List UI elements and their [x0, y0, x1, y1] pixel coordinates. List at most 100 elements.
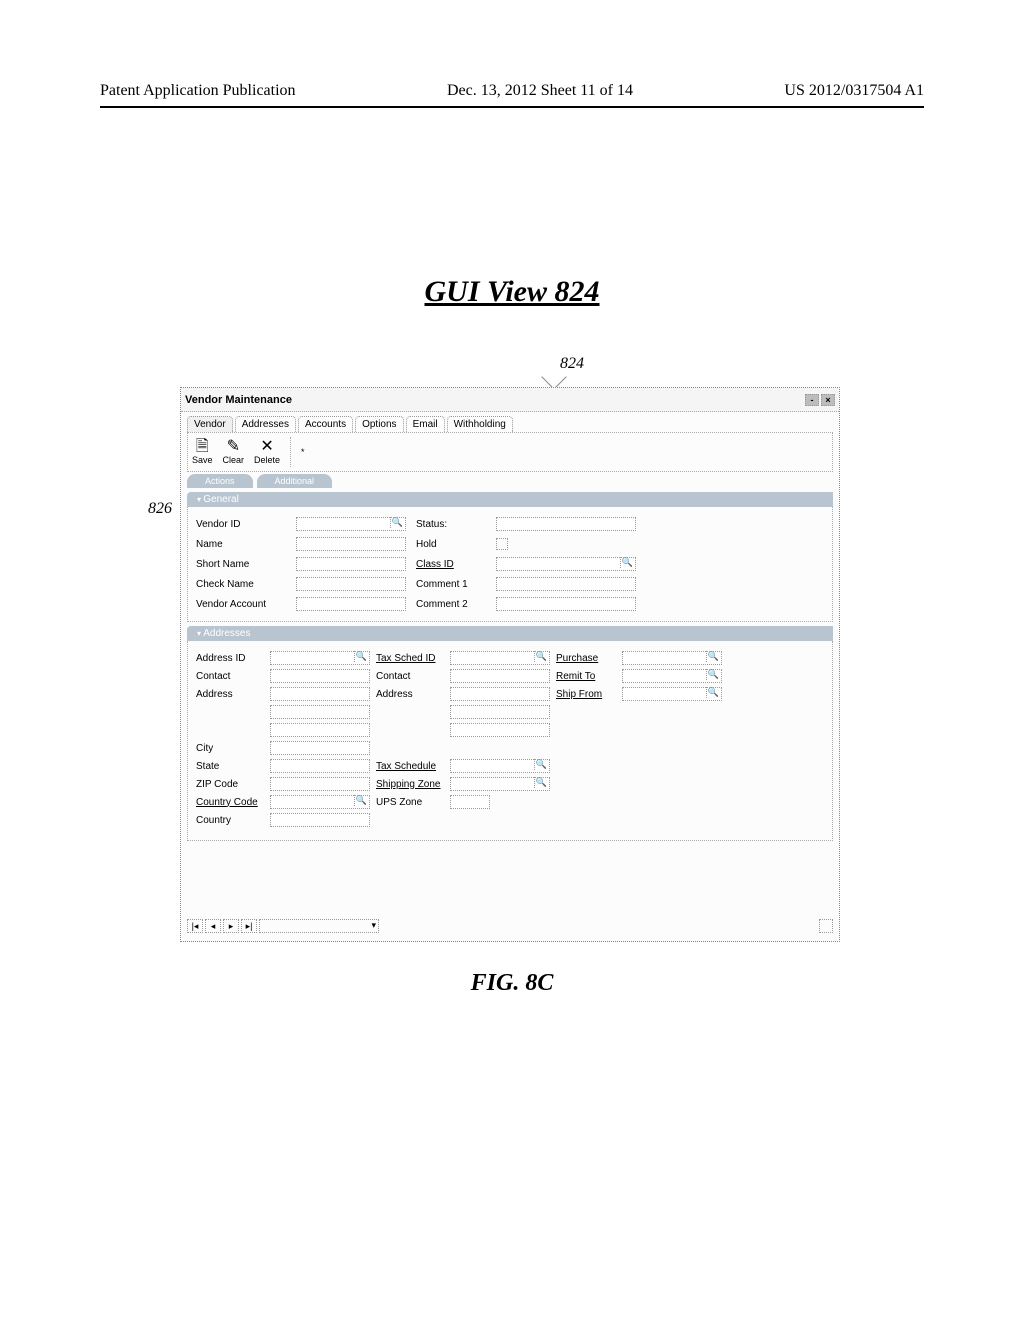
fld-shipzone[interactable]: [450, 777, 550, 791]
menu-email[interactable]: Email: [406, 416, 445, 432]
ribbon-actions[interactable]: Actions: [187, 474, 253, 488]
fld-name[interactable]: [296, 537, 406, 551]
fld-class-id[interactable]: [496, 557, 636, 571]
fld-address1c[interactable]: [270, 723, 370, 737]
fld-address-id[interactable]: [270, 651, 370, 665]
lbl-country: Country: [196, 815, 264, 826]
lbl-contact2: Contact: [376, 671, 444, 682]
ribbon-additional[interactable]: Additional: [257, 474, 333, 488]
lbl-name: Name: [196, 539, 286, 550]
fld-contact2[interactable]: [450, 669, 550, 683]
window-controls: - ×: [805, 394, 835, 406]
lbl-class-id[interactable]: Class ID: [416, 559, 486, 570]
section-addresses-header[interactable]: Addresses: [187, 626, 833, 641]
fld-contact1[interactable]: [270, 669, 370, 683]
lbl-purchase[interactable]: Purchase: [556, 653, 616, 664]
fld-address1a[interactable]: [270, 687, 370, 701]
lbl-zip: ZIP Code: [196, 779, 264, 790]
fld-status[interactable]: [496, 517, 636, 531]
fld-vendor-id[interactable]: [296, 517, 406, 531]
menu-accounts[interactable]: Accounts: [298, 416, 353, 432]
callout-824: 824: [560, 355, 584, 373]
titlebar: Vendor Maintenance - ×: [181, 388, 839, 412]
lbl-tax-schedule[interactable]: Tax Schedule: [376, 761, 444, 772]
lbl-hold: Hold: [416, 539, 486, 550]
app-window: Vendor Maintenance - × Vendor Addresses …: [180, 387, 840, 942]
fld-vendor-account[interactable]: [296, 597, 406, 611]
fld-city[interactable]: [270, 741, 370, 755]
toolbar: 🗎Save ✎Clear ✕Delete *: [187, 432, 833, 472]
callout-826: 826: [148, 500, 172, 518]
menubar: Vendor Addresses Accounts Options Email …: [181, 412, 839, 432]
chk-hold[interactable]: [496, 538, 508, 550]
menu-vendor[interactable]: Vendor: [187, 416, 233, 432]
nav-prev[interactable]: ◂: [205, 919, 221, 933]
lbl-short-name: Short Name: [196, 559, 286, 570]
lbl-taxsched[interactable]: Tax Sched ID: [376, 653, 444, 664]
resize-grip[interactable]: [819, 919, 833, 933]
menu-options[interactable]: Options: [355, 416, 403, 432]
menu-withholding[interactable]: Withholding: [447, 416, 513, 432]
clear-icon: ✎: [223, 439, 245, 455]
lbl-comment1: Comment 1: [416, 579, 486, 590]
page-title: GUI View 824: [424, 275, 599, 308]
menu-addresses[interactable]: Addresses: [235, 416, 296, 432]
lbl-ups: UPS Zone: [376, 797, 444, 808]
fld-state[interactable]: [270, 759, 370, 773]
minimize-button[interactable]: -: [805, 394, 819, 406]
fld-short-name[interactable]: [296, 557, 406, 571]
fld-tax-schedule[interactable]: [450, 759, 550, 773]
lbl-country-code[interactable]: Country Code: [196, 797, 264, 808]
lbl-remit[interactable]: Remit To: [556, 671, 616, 682]
fld-comment2[interactable]: [496, 597, 636, 611]
lbl-contact1: Contact: [196, 671, 264, 682]
nav-dropdown[interactable]: [259, 919, 379, 933]
clear-label: Clear: [223, 455, 245, 465]
nav-next[interactable]: ▸: [223, 919, 239, 933]
window-title: Vendor Maintenance: [185, 394, 292, 406]
fld-address2a[interactable]: [450, 687, 550, 701]
section-general: Vendor ID Status: Name Hold Short Name C…: [187, 507, 833, 622]
fld-address1b[interactable]: [270, 705, 370, 719]
page-title-wrap: GUI View 824: [0, 275, 1024, 309]
fld-address2b[interactable]: [450, 705, 550, 719]
clear-button[interactable]: ✎Clear: [223, 439, 245, 465]
fld-remit[interactable]: [622, 669, 722, 683]
lbl-address2: Address: [376, 689, 444, 700]
fld-zip[interactable]: [270, 777, 370, 791]
figure-caption: FIG. 8C: [0, 970, 1024, 997]
fld-purchase[interactable]: [622, 651, 722, 665]
header-center: Dec. 13, 2012 Sheet 11 of 14: [447, 82, 633, 100]
fld-check-name[interactable]: [296, 577, 406, 591]
fld-address2c[interactable]: [450, 723, 550, 737]
section-addresses: Address ID Tax Sched ID Purchase Contact…: [187, 641, 833, 841]
lbl-comment2: Comment 2: [416, 599, 486, 610]
lbl-vendor-account: Vendor Account: [196, 599, 286, 610]
lbl-check-name: Check Name: [196, 579, 286, 590]
star-button[interactable]: *: [301, 447, 305, 457]
lbl-shipfrom[interactable]: Ship From: [556, 689, 616, 700]
nav-last[interactable]: ▸|: [241, 919, 257, 933]
save-button[interactable]: 🗎Save: [192, 439, 213, 465]
star-label: *: [301, 447, 305, 457]
close-button[interactable]: ×: [821, 394, 835, 406]
lbl-status: Status:: [416, 519, 486, 530]
record-navigator: |◂ ◂ ▸ ▸|: [187, 919, 833, 933]
fld-country[interactable]: [270, 813, 370, 827]
lbl-state: State: [196, 761, 264, 772]
fld-taxsched[interactable]: [450, 651, 550, 665]
fld-country-code[interactable]: [270, 795, 370, 809]
lbl-vendor-id: Vendor ID: [196, 519, 286, 530]
fld-ups[interactable]: [450, 795, 490, 809]
page-header: Patent Application Publication Dec. 13, …: [100, 82, 924, 108]
lbl-address-id: Address ID: [196, 653, 264, 664]
fld-comment1[interactable]: [496, 577, 636, 591]
lbl-shipzone[interactable]: Shipping Zone: [376, 779, 444, 790]
section-general-header[interactable]: General: [187, 492, 833, 507]
header-right: US 2012/0317504 A1: [784, 82, 924, 100]
delete-label: Delete: [254, 455, 280, 465]
fld-shipfrom[interactable]: [622, 687, 722, 701]
delete-button[interactable]: ✕Delete: [254, 439, 280, 465]
nav-first[interactable]: |◂: [187, 919, 203, 933]
section-general-title: General: [203, 494, 239, 505]
